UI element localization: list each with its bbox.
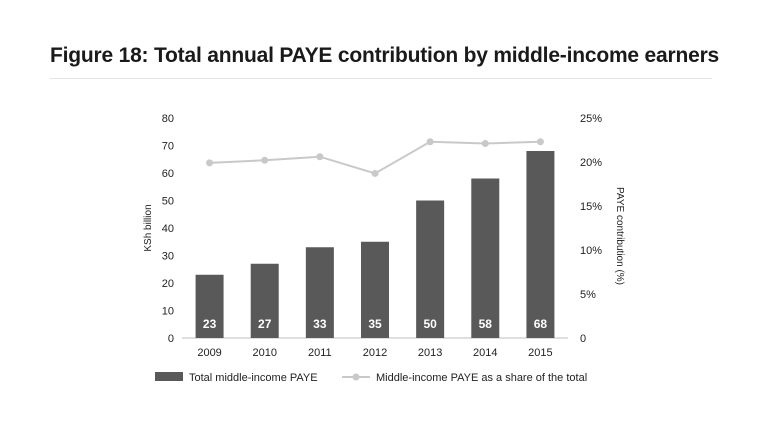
x-tick-label: 2009	[197, 347, 221, 359]
share-point	[206, 159, 214, 167]
y2-tick-label: 15%	[580, 201, 602, 213]
bar	[195, 274, 224, 338]
bar-value-label: 23	[203, 317, 217, 331]
share-point	[426, 138, 434, 146]
share-line	[209, 140, 541, 175]
y2-tick-label: 5%	[580, 289, 596, 301]
bar-value-label: 33	[313, 317, 327, 331]
legend-layer: Total middle-income PAYE Middle-income PA…	[155, 372, 587, 384]
y-axis-title: KSh billion	[143, 204, 154, 251]
bar-value-label: 50	[423, 317, 437, 331]
share-point	[371, 169, 379, 177]
y-tick-label: 10	[162, 306, 174, 318]
share-point	[481, 140, 489, 148]
bars-layer: 23 27 33 35 50 58 68	[195, 151, 555, 338]
title-divider	[50, 78, 712, 79]
x-tick-label: 2011	[308, 347, 332, 359]
y-tick-label: 60	[162, 168, 174, 180]
y-tick-label: 80	[162, 113, 174, 125]
share-point	[316, 153, 324, 161]
bar-value-label: 35	[368, 317, 382, 331]
y-tick-label: 40	[162, 223, 174, 235]
y2-axis-title: PAYE contribution (%)	[614, 187, 625, 285]
share-point	[536, 138, 544, 146]
line-layer	[206, 138, 544, 177]
legend-swatch-marker	[352, 373, 360, 381]
chart-title: Figure 18: Total annual PAYE contributio…	[50, 44, 720, 67]
y-tick-label: 70	[162, 141, 174, 153]
axes-layer: 0 10 20 30 40 50 60 70 80 0 5% 10% 15% 20% 25% KSh bill…	[143, 113, 625, 359]
bar	[361, 241, 389, 338]
x-tick-label: 2012	[363, 347, 387, 359]
bar-value-label: 68	[534, 317, 548, 331]
legend-swatch-bars	[155, 372, 183, 381]
bar	[471, 178, 500, 338]
bar-value-label: 27	[258, 317, 272, 331]
y-tick-label: 0	[168, 333, 174, 345]
y2-tick-label: 0	[580, 333, 586, 345]
y-tick-label: 50	[162, 196, 174, 208]
share-point	[261, 156, 269, 164]
y-tick-label: 30	[162, 251, 174, 263]
bar	[416, 200, 445, 338]
bar	[526, 151, 555, 338]
y-tick-label: 20	[162, 278, 174, 290]
legend-label-line: Middle-income PAYE as a share of the tot…	[376, 372, 587, 384]
x-tick-label: 2015	[528, 347, 552, 359]
x-tick-label: 2013	[418, 347, 442, 359]
bar	[250, 263, 279, 338]
legend-label-bars: Total middle-income PAYE	[189, 372, 318, 384]
x-tick-label: 2014	[473, 347, 497, 359]
x-tick-label: 2010	[252, 347, 276, 359]
y2-tick-label: 20%	[580, 157, 602, 169]
y2-tick-label: 25%	[580, 113, 602, 125]
y2-tick-label: 10%	[580, 245, 602, 257]
bar-value-label: 58	[479, 317, 493, 331]
bar	[305, 247, 334, 338]
